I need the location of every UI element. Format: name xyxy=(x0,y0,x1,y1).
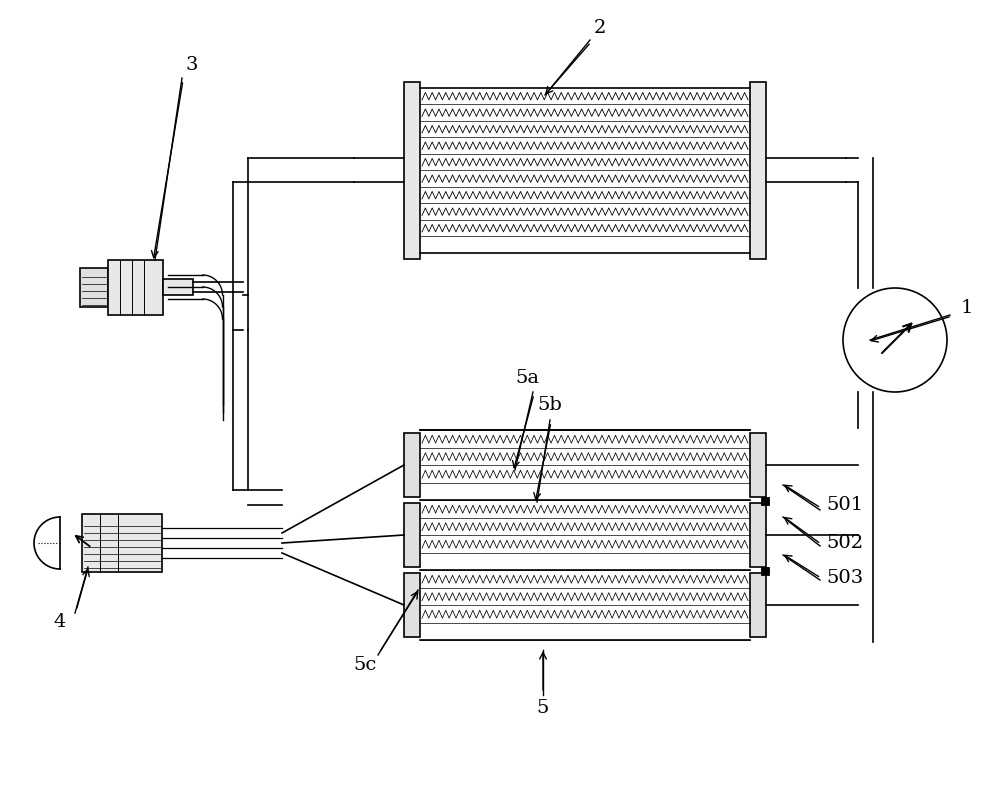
Text: 5b: 5b xyxy=(538,396,562,414)
Bar xyxy=(761,497,769,505)
Text: 2: 2 xyxy=(594,19,606,37)
Text: 503: 503 xyxy=(826,569,864,587)
Bar xyxy=(404,573,420,637)
Bar xyxy=(750,503,766,567)
Text: 1: 1 xyxy=(961,299,973,317)
Text: 4: 4 xyxy=(54,613,66,631)
Text: 5c: 5c xyxy=(353,656,377,674)
Bar xyxy=(761,567,769,575)
Text: 501: 501 xyxy=(826,496,864,514)
Text: 5: 5 xyxy=(537,699,549,717)
Bar xyxy=(404,82,420,258)
Bar xyxy=(404,433,420,497)
Text: 502: 502 xyxy=(826,534,864,552)
Bar xyxy=(750,82,766,258)
Bar xyxy=(750,573,766,637)
Text: 3: 3 xyxy=(186,56,198,74)
Bar xyxy=(82,514,162,572)
Bar xyxy=(404,503,420,567)
Text: 5a: 5a xyxy=(515,369,539,387)
Bar xyxy=(750,433,766,497)
Bar xyxy=(108,260,162,315)
Bar xyxy=(162,279,192,295)
Bar xyxy=(80,268,108,306)
